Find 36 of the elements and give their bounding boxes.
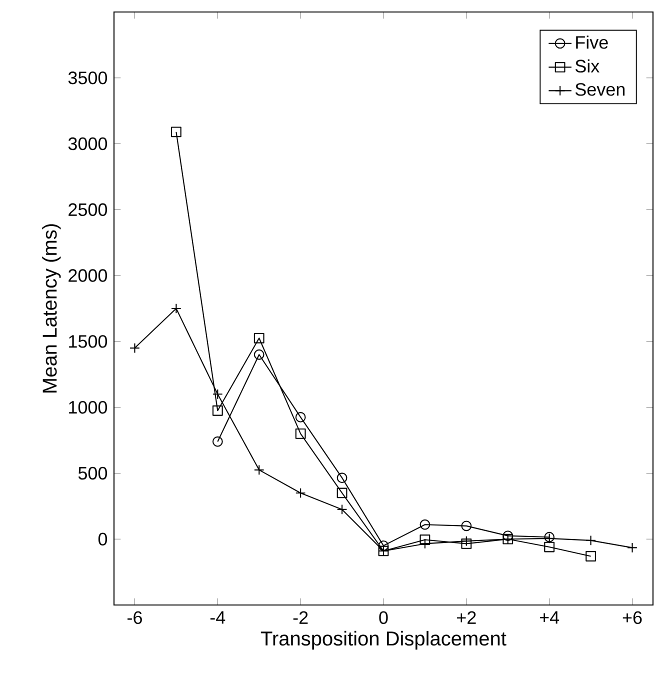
x-tick-label: +6 bbox=[622, 611, 642, 624]
x-tick-label: -6 bbox=[128, 611, 142, 624]
point bbox=[336, 488, 348, 498]
y-tick-label: 3000 bbox=[68, 137, 108, 150]
y-tick-label: 500 bbox=[78, 466, 108, 480]
point bbox=[544, 542, 555, 552]
point bbox=[420, 519, 430, 530]
x-tick-label: +4 bbox=[540, 611, 560, 624]
x-tick-label: 0 bbox=[379, 611, 388, 624]
legend-label: Seven bbox=[575, 83, 625, 96]
point bbox=[420, 534, 430, 545]
point bbox=[461, 538, 472, 549]
point bbox=[586, 551, 596, 562]
point bbox=[170, 126, 182, 138]
x-axis-title: Transposition Displacement bbox=[260, 630, 506, 650]
point bbox=[212, 436, 223, 447]
y-tick-label: 2500 bbox=[68, 203, 108, 216]
point bbox=[378, 540, 389, 551]
y-tick-label: 3500 bbox=[68, 72, 108, 84]
point bbox=[336, 472, 348, 484]
y-tick-label: 1500 bbox=[69, 335, 108, 348]
point bbox=[461, 520, 472, 532]
point bbox=[295, 412, 306, 422]
x-tick-label: +2 bbox=[457, 611, 476, 624]
legend-label: Five bbox=[576, 36, 608, 49]
y-tick-label: 1000 bbox=[69, 400, 108, 414]
point bbox=[295, 428, 306, 439]
point bbox=[254, 349, 264, 360]
x-tick-label: -4 bbox=[210, 611, 226, 624]
x-tick-label: -2 bbox=[293, 611, 308, 624]
y-axis-title: Mean Latency (ms) bbox=[42, 224, 61, 392]
point bbox=[212, 405, 223, 416]
point bbox=[254, 332, 264, 344]
y-tick-label: 0 bbox=[98, 532, 108, 546]
legend-label: Six bbox=[575, 59, 600, 73]
y-tick-label: 2000 bbox=[68, 269, 108, 282]
